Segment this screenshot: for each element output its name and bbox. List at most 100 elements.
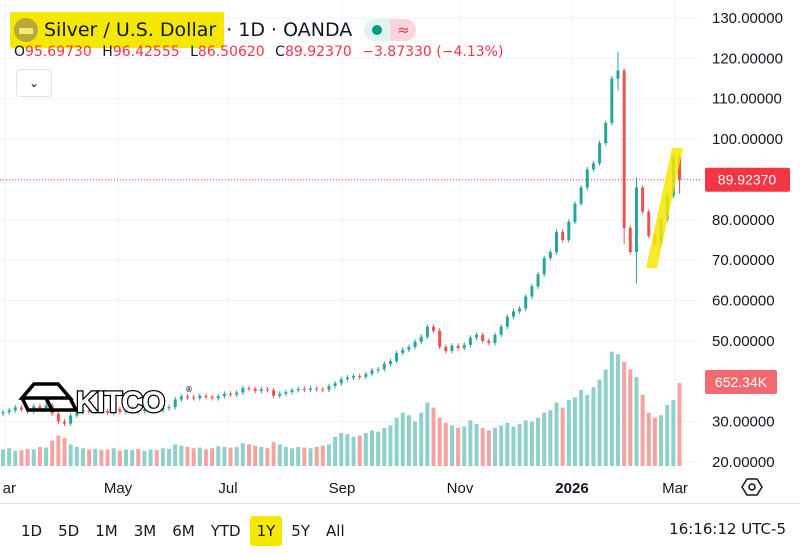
candle xyxy=(616,51,620,91)
candle xyxy=(210,394,214,401)
ohlc-legend: O95.69730 H96.42555 L86.50620 C89.92370 … xyxy=(14,44,509,60)
volume-bar xyxy=(148,449,153,466)
volume-bar xyxy=(659,415,664,466)
volume-bar xyxy=(210,448,215,466)
y-tick-label: 80.00000 xyxy=(712,212,775,229)
volume-bar xyxy=(419,412,424,466)
symbol-name: Silver / U.S. Dollar xyxy=(44,19,217,41)
candle xyxy=(284,389,288,397)
volume-bar xyxy=(160,448,165,466)
volume-bar xyxy=(579,389,584,466)
range-1m[interactable]: 1M xyxy=(95,522,118,540)
symbol-highlight[interactable]: Silver / U.S. Dollar xyxy=(10,12,225,48)
volume-bar xyxy=(382,427,387,466)
candle xyxy=(327,383,331,393)
volume-bar xyxy=(314,446,319,466)
silver-bars-icon xyxy=(14,18,38,42)
candle xyxy=(19,405,23,412)
volume-bar xyxy=(167,448,172,466)
candle xyxy=(186,394,189,400)
range-1y[interactable]: 1Y xyxy=(249,516,283,546)
volume-bar xyxy=(197,447,202,466)
candle xyxy=(382,361,386,372)
volume-bar xyxy=(271,441,276,466)
volume-bar xyxy=(560,407,565,466)
green-dot-icon[interactable] xyxy=(364,19,391,41)
range-5y[interactable]: 5Y xyxy=(291,522,311,540)
candles xyxy=(1,51,681,427)
range-ytd[interactable]: YTD xyxy=(210,522,241,540)
range-6m[interactable]: 6M xyxy=(172,522,195,540)
candle xyxy=(567,219,571,243)
range-5d[interactable]: 5D xyxy=(58,522,80,540)
volume-bar xyxy=(529,421,534,466)
candle xyxy=(339,376,343,386)
candle xyxy=(591,160,595,172)
candle xyxy=(536,271,540,289)
candle xyxy=(93,407,97,414)
high-label: H xyxy=(102,44,113,60)
collapse-legend-button[interactable]: ⌄ xyxy=(16,69,52,97)
volume-bar xyxy=(302,447,307,466)
chart-title: Silver / U.S. Dollar · 1D · OANDA ≈ xyxy=(10,12,417,48)
volume-bar xyxy=(505,422,510,466)
volume-bar xyxy=(19,450,24,466)
approx-icon[interactable]: ≈ xyxy=(390,19,417,41)
candle xyxy=(173,396,177,410)
volume-bar xyxy=(265,448,270,466)
time-axis[interactable]: ar May Jul Sep Nov 2026 Mar xyxy=(3,480,688,497)
volume-bar xyxy=(1,449,5,466)
volume-bar xyxy=(511,426,516,466)
candle xyxy=(235,390,239,397)
volume-bar xyxy=(431,407,436,466)
range-all[interactable]: All xyxy=(326,522,345,540)
volume-bar xyxy=(486,430,491,466)
candle xyxy=(370,367,374,377)
candle xyxy=(229,391,233,397)
chevron-down-icon: ⌄ xyxy=(28,76,40,90)
volume-bar xyxy=(554,402,559,466)
status-pills[interactable]: ≈ xyxy=(364,19,417,41)
candle xyxy=(241,385,245,395)
volume-bar xyxy=(388,425,393,466)
price-chart[interactable]: 130.00000 120.00000 110.00000 100.00000 80.0… xyxy=(0,0,800,503)
candle xyxy=(136,406,140,414)
volume-bar xyxy=(480,427,485,466)
candle xyxy=(216,393,220,401)
candle xyxy=(462,342,466,351)
candle xyxy=(63,419,66,427)
candle xyxy=(518,306,522,314)
candle xyxy=(585,166,589,190)
volume-bar xyxy=(228,447,233,466)
volume-bar xyxy=(493,427,497,466)
range-1d[interactable]: 1D xyxy=(21,522,43,540)
close-label: C xyxy=(275,44,285,60)
y-tick-label: 130.00000 xyxy=(712,10,783,27)
change-value: −3.87330 (−4.13%) xyxy=(362,44,504,60)
clock[interactable]: 16:16:12 UTC-5 xyxy=(669,520,786,538)
volume-bar xyxy=(173,444,178,466)
volume-bar xyxy=(234,446,239,466)
volume-bar xyxy=(597,379,602,466)
volume-bar xyxy=(677,383,682,466)
candle xyxy=(247,385,251,392)
settings-hex-icon[interactable] xyxy=(741,476,763,498)
volume-bars xyxy=(1,351,682,466)
candle xyxy=(647,209,651,239)
volume-bar xyxy=(523,420,528,466)
candle xyxy=(333,380,337,389)
volume-bar xyxy=(616,354,620,466)
volume-bar xyxy=(56,435,61,466)
candle xyxy=(290,387,294,395)
low-label: L xyxy=(190,44,198,60)
price-axis[interactable]: 130.00000 120.00000 110.00000 100.00000 80.0… xyxy=(712,10,783,471)
last-price-badge: 89.92370 xyxy=(705,167,790,192)
volume-bar xyxy=(634,377,639,466)
candle xyxy=(222,391,226,399)
candle xyxy=(149,405,153,412)
candle xyxy=(81,407,85,415)
volume-bar xyxy=(277,444,282,466)
candle xyxy=(364,371,368,380)
range-3m[interactable]: 3M xyxy=(133,522,157,540)
candle xyxy=(598,140,602,166)
